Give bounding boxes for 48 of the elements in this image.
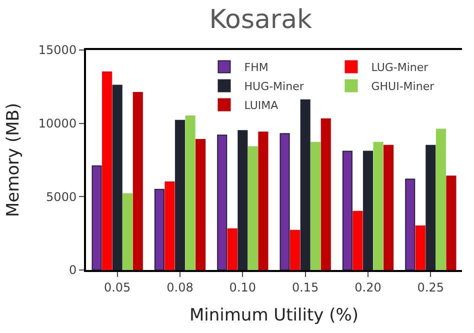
bar	[310, 142, 321, 270]
x-axis-title: Minimum Utility (%)	[189, 305, 359, 326]
bar	[164, 182, 175, 270]
bar	[132, 92, 143, 270]
legend-label: FHM	[244, 60, 268, 74]
bar	[300, 99, 310, 270]
bar	[373, 142, 384, 270]
y-tick-label: 10000	[38, 116, 77, 131]
bar	[352, 210, 363, 270]
x-tick-label: 0.25	[417, 280, 444, 294]
bar	[258, 132, 268, 270]
y-tick-label: 0	[68, 263, 77, 278]
x-tick-label: 0.10	[229, 280, 256, 294]
bar	[112, 84, 122, 270]
bar	[415, 226, 426, 270]
chart-title: Kosarak	[209, 5, 312, 36]
bar	[217, 134, 228, 270]
x-tick-label: 0.08	[166, 280, 194, 294]
legend-label: GHUI-Miner	[371, 80, 435, 93]
y-tick-label: 15000	[38, 43, 77, 58]
bar	[196, 138, 206, 270]
legend-label: LUIMA	[244, 98, 279, 112]
legend-label: HUG-Miner	[244, 80, 304, 93]
x-tick-label: 0.05	[104, 280, 131, 294]
bar	[290, 230, 300, 270]
bar	[280, 133, 290, 270]
y-axis-title: Memory (MB)	[3, 102, 24, 218]
bar	[102, 72, 112, 270]
bar	[446, 176, 456, 270]
bar	[405, 178, 416, 270]
bar	[238, 130, 248, 270]
bar	[185, 116, 196, 270]
bar	[342, 150, 352, 270]
bar	[154, 188, 164, 270]
bar	[362, 150, 374, 270]
bar	[92, 165, 102, 270]
bar	[436, 128, 446, 270]
bar	[122, 193, 133, 270]
bar	[227, 228, 238, 270]
bar	[384, 144, 394, 270]
y-tick-label: 5000	[46, 190, 77, 204]
bar	[248, 146, 258, 270]
x-tick-label: 0.15	[292, 280, 319, 294]
bar	[426, 144, 436, 270]
bar	[174, 120, 186, 270]
legend-label: LUG-Miner	[371, 60, 429, 74]
x-tick-label: 0.20	[354, 280, 382, 294]
bar	[320, 118, 331, 270]
